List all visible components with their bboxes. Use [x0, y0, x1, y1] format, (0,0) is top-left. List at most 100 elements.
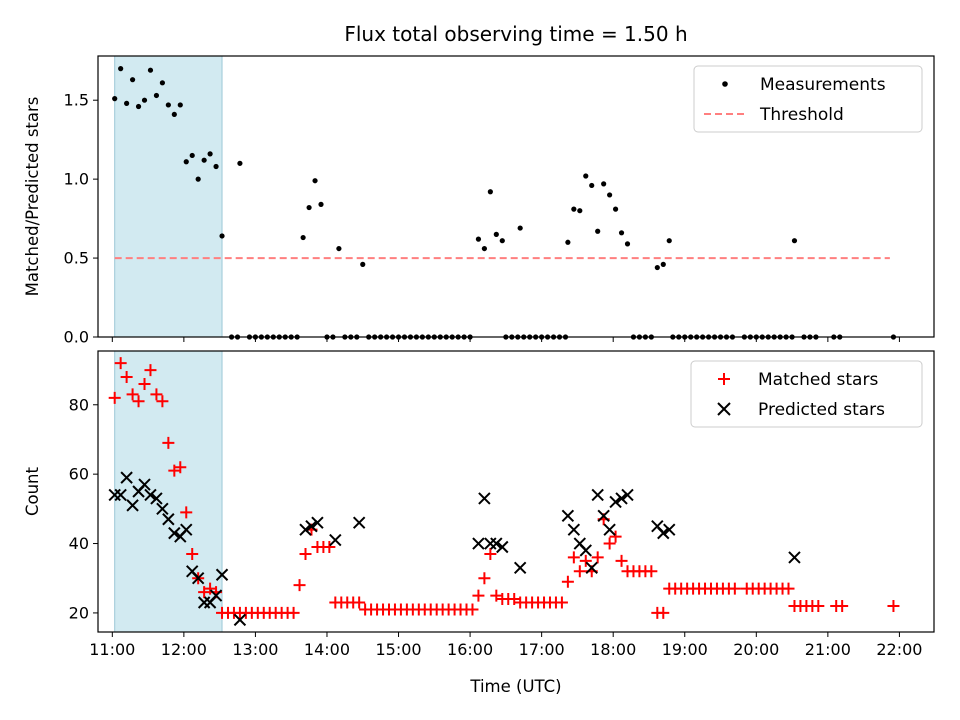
predicted-legend-marker: [717, 402, 731, 416]
count-y-axis-label: Count: [23, 466, 42, 516]
measurement-point: [577, 208, 583, 214]
matched-star-point: [138, 377, 151, 390]
predicted-star-point: [472, 537, 485, 550]
measurement-point: [159, 80, 165, 86]
matched-star-point: [836, 599, 849, 612]
threshold-legend-label: Threshold: [759, 105, 844, 125]
predicted-star-point: [591, 488, 604, 502]
matched-star-point: [162, 436, 175, 449]
measurement-point: [499, 238, 505, 244]
y-tick-label: 20: [69, 603, 89, 622]
matched-star-point: [609, 530, 622, 543]
measurement-point: [177, 102, 183, 108]
measurement-point: [112, 96, 118, 102]
matched-star-point: [353, 596, 366, 609]
ratio-y-ticks: 0.0 0.5 1.0 1.5: [64, 91, 98, 347]
y-tick-label: 1.5: [64, 91, 89, 110]
measurement-point: [660, 261, 666, 267]
measurement-point: [118, 66, 124, 72]
matched-star-point: [466, 603, 479, 616]
measurement-point: [612, 206, 619, 212]
x-tick-label: 14:00: [304, 640, 350, 659]
measurement-point: [135, 103, 142, 110]
matched-star-point: [174, 461, 187, 474]
predicted-star-point: [150, 492, 163, 505]
predicted-star-point: [657, 526, 670, 540]
matched-star-point: [120, 371, 133, 384]
predicted-star-point: [180, 523, 193, 536]
observing-window-span: [114, 55, 223, 338]
measurement-point: [595, 228, 601, 234]
time-x-axis-label: Time (UTC): [469, 677, 561, 696]
x-tick-label: 13:00: [232, 640, 278, 659]
measurement-point: [607, 192, 613, 198]
x-tick-label: 16:00: [447, 640, 493, 659]
measurement-point: [618, 230, 625, 236]
matched-star-point: [472, 589, 485, 602]
measurement-point: [141, 97, 148, 103]
matched-star-point: [555, 596, 568, 609]
count-series: [108, 357, 900, 627]
measurement-point: [481, 245, 487, 252]
matched-star-point: [591, 551, 604, 564]
measurement-point: [165, 102, 171, 108]
ratio-legend: Measurements Threshold: [693, 65, 923, 133]
predicted-star-point: [609, 495, 622, 509]
predicted-star-point: [615, 492, 628, 505]
ratio-panel: 0.0 0.5 1.0 1.5 Flux total observing time =…: [23, 22, 935, 347]
matched-star-point: [180, 506, 193, 519]
x-tick-label: 19:00: [662, 640, 708, 659]
measurement-point: [791, 238, 798, 244]
matched-star-point: [782, 582, 795, 595]
matched-star-point: [108, 391, 121, 404]
matched-star-point: [567, 551, 580, 564]
predicted-star-point: [162, 513, 175, 526]
matched-star-point: [603, 537, 616, 550]
measurement-point: [318, 201, 324, 207]
matched-star-point: [645, 565, 658, 578]
measurement-point: [207, 151, 213, 157]
measurement-point: [195, 176, 201, 182]
predicted-star-point: [144, 488, 157, 502]
measurement-point: [360, 261, 366, 267]
y-tick-label: 0.5: [64, 249, 89, 268]
predicted-star-point: [168, 526, 181, 540]
measurement-point: [129, 77, 136, 83]
x-tick-label: 22:00: [876, 640, 922, 659]
x-tick-label: 20:00: [733, 640, 779, 659]
ratio-y-axis-label: Matched/Predicted stars: [23, 97, 42, 297]
matched-star-point: [573, 565, 586, 578]
matched-star-point: [144, 364, 157, 377]
predicted-star-point: [299, 523, 312, 536]
predicted-star-point: [233, 613, 247, 627]
predicted-legend-label: Predicted stars: [758, 400, 885, 420]
measurement-point: [153, 92, 160, 99]
predicted-star-point: [215, 568, 229, 581]
matched-star-point: [728, 582, 741, 595]
matched-star-point: [579, 554, 592, 567]
predicted-star-point: [126, 499, 139, 512]
x-tick-label: 12:00: [161, 640, 207, 659]
chart-title: Flux total observing time = 1.50 h: [344, 22, 687, 46]
y-tick-label: 80: [69, 395, 89, 414]
predicted-star-point: [663, 523, 676, 536]
measurement-point: [487, 189, 493, 195]
matched-star-point: [114, 357, 127, 370]
measurement-point: [312, 178, 318, 184]
measurement-point: [666, 238, 672, 244]
predicted-star-point: [120, 471, 133, 484]
matched-star-point: [132, 395, 145, 408]
predicted-star-point: [329, 533, 342, 547]
matched-star-point: [484, 547, 497, 560]
measurement-point: [589, 182, 595, 189]
measurement-point: [624, 241, 631, 247]
measurement-point: [201, 157, 207, 163]
measurement-point: [306, 204, 312, 211]
measurement-point: [493, 231, 499, 237]
predicted-star-point: [490, 537, 503, 550]
matched-star-point: [299, 547, 312, 560]
x-tick-label: 11:00: [89, 640, 135, 659]
measurement-point: [654, 264, 660, 271]
ratio-legend-box: [693, 65, 923, 133]
predicted-star-point: [603, 523, 616, 536]
